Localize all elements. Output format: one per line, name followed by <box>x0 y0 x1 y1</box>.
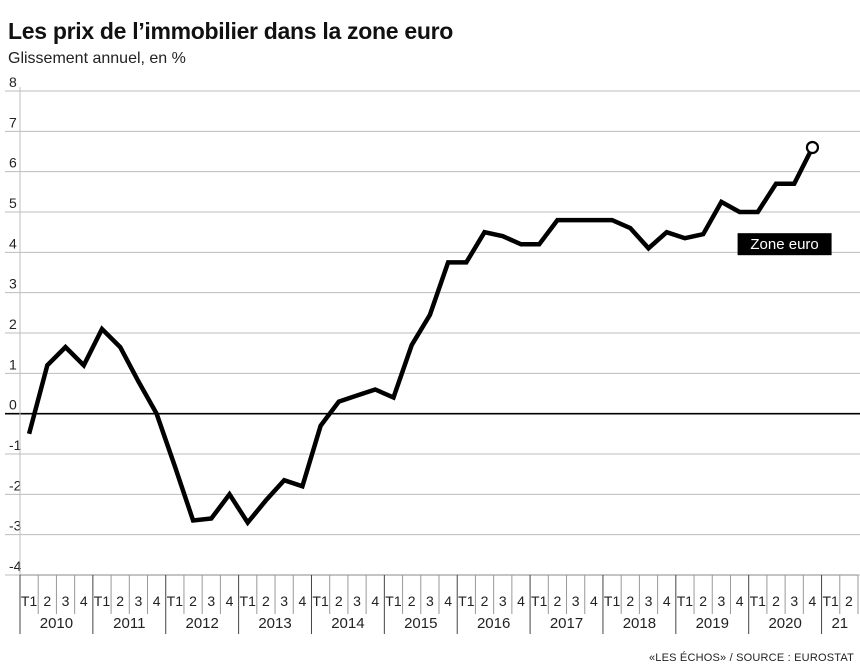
x-quarter-label: 2 <box>262 593 270 609</box>
x-year-label: 2010 <box>40 615 73 632</box>
x-quarter-label: 2 <box>845 593 853 609</box>
y-tick-label: 1 <box>9 356 17 372</box>
x-year-label: 21 <box>831 615 848 632</box>
x-quarter-label: T1 <box>240 593 257 609</box>
series-line-zone-euro <box>26 146 815 527</box>
x-quarter-label: T1 <box>94 593 111 609</box>
x-quarter-label: T1 <box>531 593 548 609</box>
chart-subtitle: Glissement annuel, en % <box>8 50 186 67</box>
chart-title: Les prix de l’immobilier dans la zone eu… <box>8 18 453 44</box>
y-tick-label: 6 <box>9 155 17 171</box>
x-quarter-label: 4 <box>226 593 234 609</box>
x-quarter-label: T1 <box>312 593 329 609</box>
y-tick-label: 4 <box>9 235 17 251</box>
x-quarter-label: 2 <box>43 593 51 609</box>
x-quarter-label: 3 <box>499 593 507 609</box>
x-quarter-label: 3 <box>135 593 143 609</box>
x-quarter-label: 2 <box>481 593 489 609</box>
x-quarter-label: 2 <box>116 593 124 609</box>
x-year-label: 2020 <box>768 615 801 632</box>
x-quarter-label: T1 <box>21 593 38 609</box>
x-year-label: 2012 <box>185 615 218 632</box>
x-year-label: 2015 <box>404 615 437 632</box>
x-quarter-label: 4 <box>371 593 379 609</box>
x-quarter-label: 3 <box>790 593 798 609</box>
x-year-label: 2014 <box>331 615 364 632</box>
x-year-label: 2017 <box>550 615 583 632</box>
x-quarter-label: T1 <box>750 593 767 609</box>
x-quarter-label: 2 <box>699 593 707 609</box>
x-year-label: 2011 <box>113 615 145 632</box>
x-quarter-label: 3 <box>717 593 725 609</box>
x-quarter-label: 3 <box>572 593 580 609</box>
x-quarter-label: 4 <box>809 593 817 609</box>
x-quarter-label: 3 <box>426 593 434 609</box>
y-tick-label: -3 <box>9 518 22 534</box>
x-year-label: 2018 <box>623 615 656 632</box>
x-quarter-label: 3 <box>280 593 288 609</box>
y-tick-label: 7 <box>9 114 17 130</box>
y-tick-label: 0 <box>9 397 17 413</box>
y-tick-label: 3 <box>9 276 17 292</box>
x-quarter-label: T1 <box>167 593 184 609</box>
x-quarter-label: T1 <box>458 593 475 609</box>
x-quarter-label: 3 <box>645 593 653 609</box>
x-quarter-label: 4 <box>298 593 306 609</box>
x-quarter-label: 3 <box>62 593 70 609</box>
x-quarter-label: 4 <box>153 593 161 609</box>
y-tick-label: -2 <box>9 477 22 493</box>
x-quarter-label: 2 <box>772 593 780 609</box>
x-quarter-label: 2 <box>408 593 416 609</box>
x-year-label: 2016 <box>477 615 510 632</box>
x-quarter-label: 4 <box>736 593 744 609</box>
x-quarter-label: 2 <box>554 593 562 609</box>
x-quarter-label: 4 <box>517 593 525 609</box>
x-quarter-label: 4 <box>80 593 88 609</box>
x-quarter-label: 3 <box>207 593 215 609</box>
x-quarter-label: T1 <box>604 593 621 609</box>
series-label-box <box>737 233 832 256</box>
source-note: «LES ÉCHOS» / SOURCE : EUROSTAT <box>648 652 854 664</box>
x-quarter-label: T1 <box>677 593 694 609</box>
x-year-label: 2013 <box>258 615 291 632</box>
x-quarter-label: T1 <box>385 593 402 609</box>
x-quarter-label: 2 <box>626 593 634 609</box>
y-tick-label: 8 <box>9 74 17 90</box>
y-tick-label: 5 <box>9 195 17 211</box>
x-quarter-label: T1 <box>823 593 840 609</box>
last-point-marker <box>805 140 820 155</box>
x-quarter-label: 4 <box>590 593 598 609</box>
series-label: Zone euro <box>750 236 818 253</box>
x-year-label: 2019 <box>696 615 729 632</box>
y-tick-label: -1 <box>9 437 22 453</box>
y-tick-label: -4 <box>9 558 22 574</box>
x-quarter-label: 4 <box>444 593 452 609</box>
x-quarter-label: 2 <box>335 593 343 609</box>
x-quarter-label: 4 <box>663 593 671 609</box>
x-quarter-label: 2 <box>189 593 197 609</box>
y-tick-label: 2 <box>9 316 17 332</box>
x-quarter-label: 3 <box>353 593 361 609</box>
